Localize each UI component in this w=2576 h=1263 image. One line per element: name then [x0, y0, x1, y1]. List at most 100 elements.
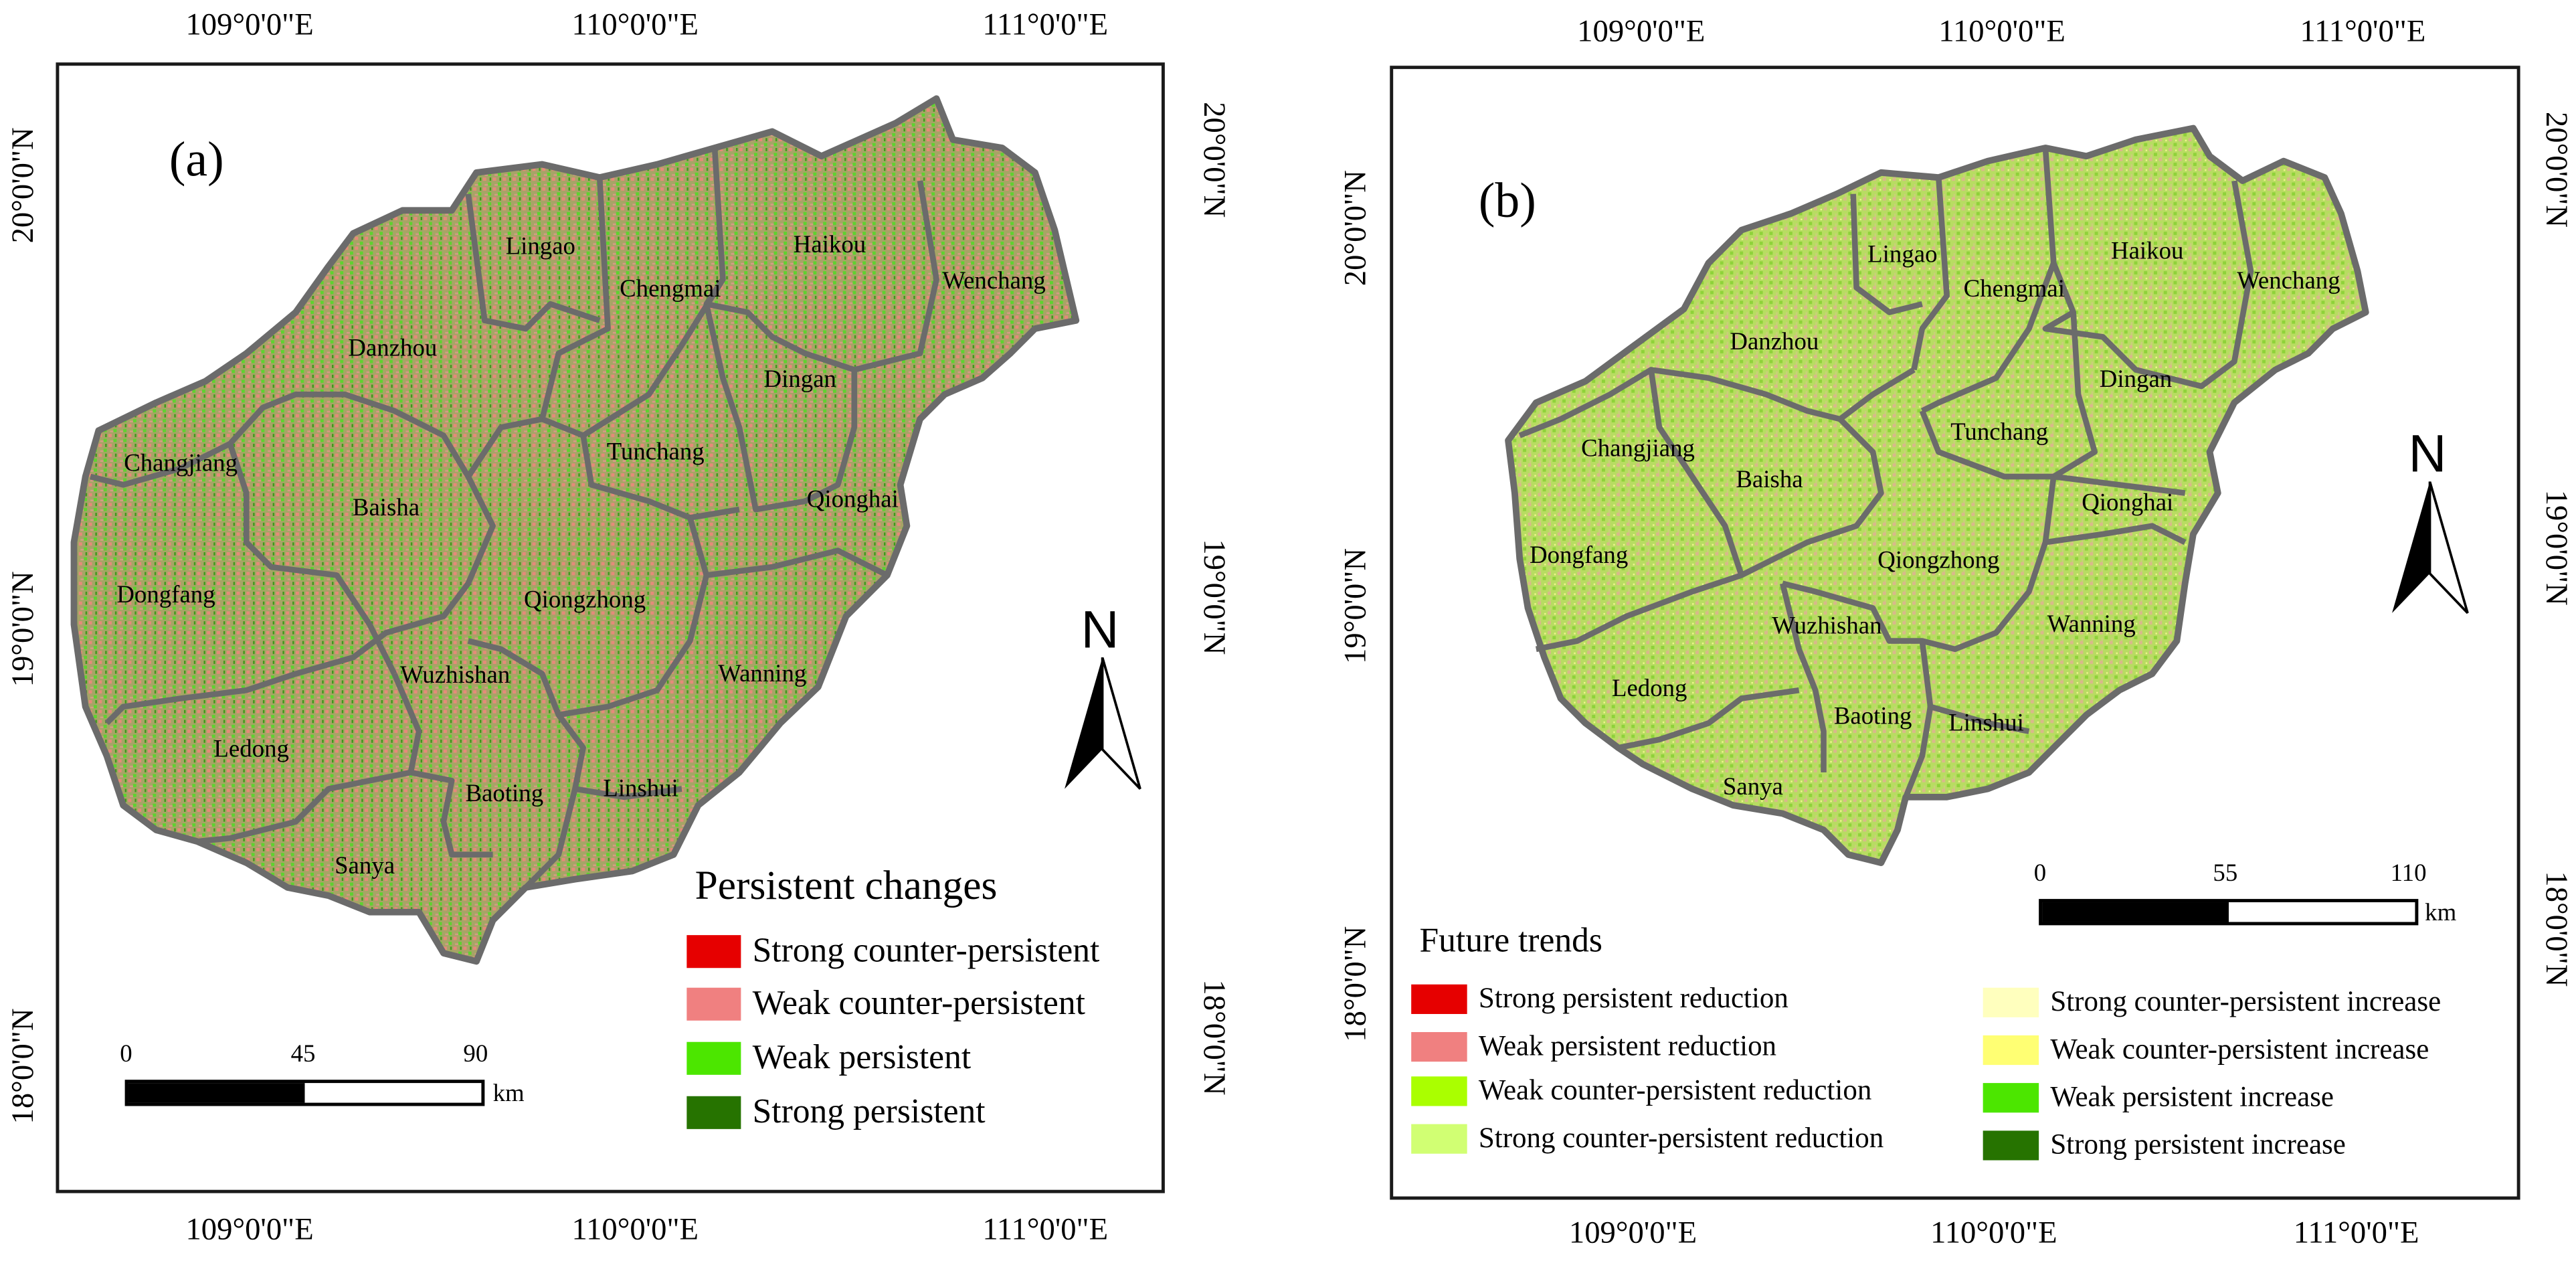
island-outline-b [1505, 124, 2369, 866]
region-label-a: Lingao [505, 234, 576, 261]
region-label-a: Baisha [352, 495, 420, 522]
region-label-b: Sanya [1722, 774, 1783, 802]
lon-label-bottom-a-2: 110°0'0"E [571, 1213, 699, 1248]
region-label-b: Baisha [1736, 467, 1803, 494]
legend-label: Strong persistent increase [2050, 1128, 2346, 1161]
region-label-b: Haikou [2110, 239, 2184, 266]
region-label-b: Danzhou [1730, 329, 1819, 356]
legend-swatch [1983, 1130, 2039, 1161]
region-label-b: Qiongzhong [1877, 548, 2000, 575]
north-arrow-icon [1065, 657, 1141, 790]
lon-label-bottom-b-1: 109°0'0"E [1568, 1215, 1697, 1251]
legend-swatch [1983, 1035, 2039, 1066]
legend-item-a: Weak persistent [686, 1037, 972, 1077]
region-label-a: Dongfang [116, 582, 215, 609]
scale-unit-a: km [492, 1081, 525, 1108]
region-label-a: Wanning [718, 661, 807, 688]
region-label-b: Tunchang [1950, 420, 2049, 446]
region-label-a: Sanya [335, 853, 395, 880]
legend-swatch [686, 1095, 741, 1128]
region-label-a: Qiongzhong [524, 587, 646, 614]
north-arrow-icon [2392, 481, 2469, 614]
scale-tick-label-a: 90 [463, 1041, 488, 1069]
region-label-a: Dingan [763, 367, 837, 394]
legend-label: Strong counter-persistent increase [2050, 985, 2442, 1018]
legend-swatch [1411, 984, 1467, 1014]
lon-label-top-a-2: 110°0'0"E [571, 8, 699, 43]
lon-label-bottom-b-3: 111°0'0"E [2293, 1215, 2419, 1251]
region-label-b: Linshui [1948, 710, 2024, 738]
legend-title-b: Future trends [1419, 920, 1603, 960]
legend-item-b: Weak persistent reduction [1411, 1029, 1777, 1062]
region-label-b: Dingan [2099, 367, 2173, 394]
region-label-a: Danzhou [348, 336, 438, 363]
legend-item-b: Strong counter-persistent reduction [1411, 1121, 1884, 1155]
legend-item-a: Strong counter-persistent [686, 930, 1100, 970]
region-label-a: Ledong [213, 737, 289, 764]
legend-label: Weak counter-persistent increase [2050, 1032, 2429, 1066]
region-label-b: Wanning [2047, 612, 2136, 639]
scale-tick-label-b: 55 [2213, 861, 2238, 888]
legend-item-b: Strong counter-persistent increase [1983, 985, 2442, 1018]
region-label-b: Wuzhishan [1772, 614, 1882, 641]
region-label-a: Wenchang [942, 268, 1046, 295]
legend-label: Weak persistent increase [2050, 1080, 2334, 1113]
lon-label-bottom-b-2: 110°0'0"E [1930, 1215, 2057, 1251]
legend-item-b: Strong persistent reduction [1411, 981, 1788, 1015]
legend-label: Weak persistent [752, 1037, 972, 1077]
legend-item-b: Strong persistent increase [1983, 1128, 2346, 1161]
region-label-a: Changjiang [124, 451, 238, 478]
region-label-b: Baoting [1833, 704, 1912, 731]
scale-tick-label-b: 0 [2033, 861, 2047, 888]
lon-label-bottom-a-1: 109°0'0"E [185, 1213, 314, 1248]
legend-swatch [686, 934, 741, 968]
region-label-a: Haikou [793, 232, 866, 259]
scale-tick-label-a: 45 [290, 1041, 316, 1069]
scale-unit-b: km [2425, 900, 2457, 927]
legend-label: Weak counter-persistent reduction [1478, 1073, 1872, 1107]
island-outline-a [70, 95, 1080, 965]
scale-bar-b [2039, 899, 2419, 926]
region-label-a: Baoting [465, 781, 544, 808]
legend-label: Strong counter-persistent [752, 930, 1100, 970]
region-label-b: Qionghai [2082, 490, 2174, 517]
panel-letter-b: (b) [1478, 174, 1536, 229]
lon-label-top-b-2: 110°0'0"E [1938, 15, 2065, 50]
region-label-a: Wuzhishan [400, 663, 511, 690]
lon-label-top-a-1: 109°0'0"E [185, 8, 314, 43]
region-label-b: Chengmai [1963, 276, 2065, 304]
region-label-b: Lingao [1867, 242, 1938, 269]
legend-label: Strong persistent reduction [1478, 981, 1788, 1015]
panel-letter-a: (a) [169, 133, 224, 187]
legend-label: Strong persistent [752, 1091, 986, 1131]
legend-title-a: Persistent changes [695, 864, 998, 909]
lon-label-top-b-1: 109°0'0"E [1577, 15, 1706, 50]
region-label-a: Tunchang [606, 439, 705, 467]
legend-swatch [1983, 1083, 2039, 1113]
legend-label: Weak counter-persistent [752, 983, 1085, 1023]
lon-label-top-a-3: 111°0'0"E [982, 8, 1109, 43]
legend-item-b: Weak counter-persistent increase [1983, 1032, 2429, 1066]
north-label-b: N [2408, 424, 2447, 483]
scale-tick-label-a: 0 [120, 1041, 132, 1069]
region-label-b: Wenchang [2237, 268, 2340, 295]
region-label-a: Chengmai [620, 276, 721, 304]
scale-tick-label-b: 110 [2390, 861, 2427, 888]
scale-bar-a [124, 1080, 485, 1106]
region-label-b: Ledong [1611, 676, 1687, 703]
legend-swatch [1411, 1031, 1467, 1062]
legend-swatch [1983, 987, 2039, 1017]
legend-label: Weak persistent reduction [1478, 1029, 1777, 1062]
legend-swatch [686, 1041, 741, 1074]
region-label-a: Linshui [603, 776, 678, 803]
region-label-b: Dongfang [1529, 543, 1629, 570]
north-label-a: N [1081, 600, 1119, 659]
legend-item-b: Weak persistent increase [1983, 1080, 2334, 1113]
legend-label: Strong counter-persistent reduction [1478, 1121, 1884, 1155]
legend-swatch [1411, 1076, 1467, 1106]
lon-label-top-b-3: 111°0'0"E [2300, 15, 2426, 50]
region-label-b: Changjiang [1581, 436, 1695, 463]
region-label-a: Qionghai [806, 487, 899, 514]
